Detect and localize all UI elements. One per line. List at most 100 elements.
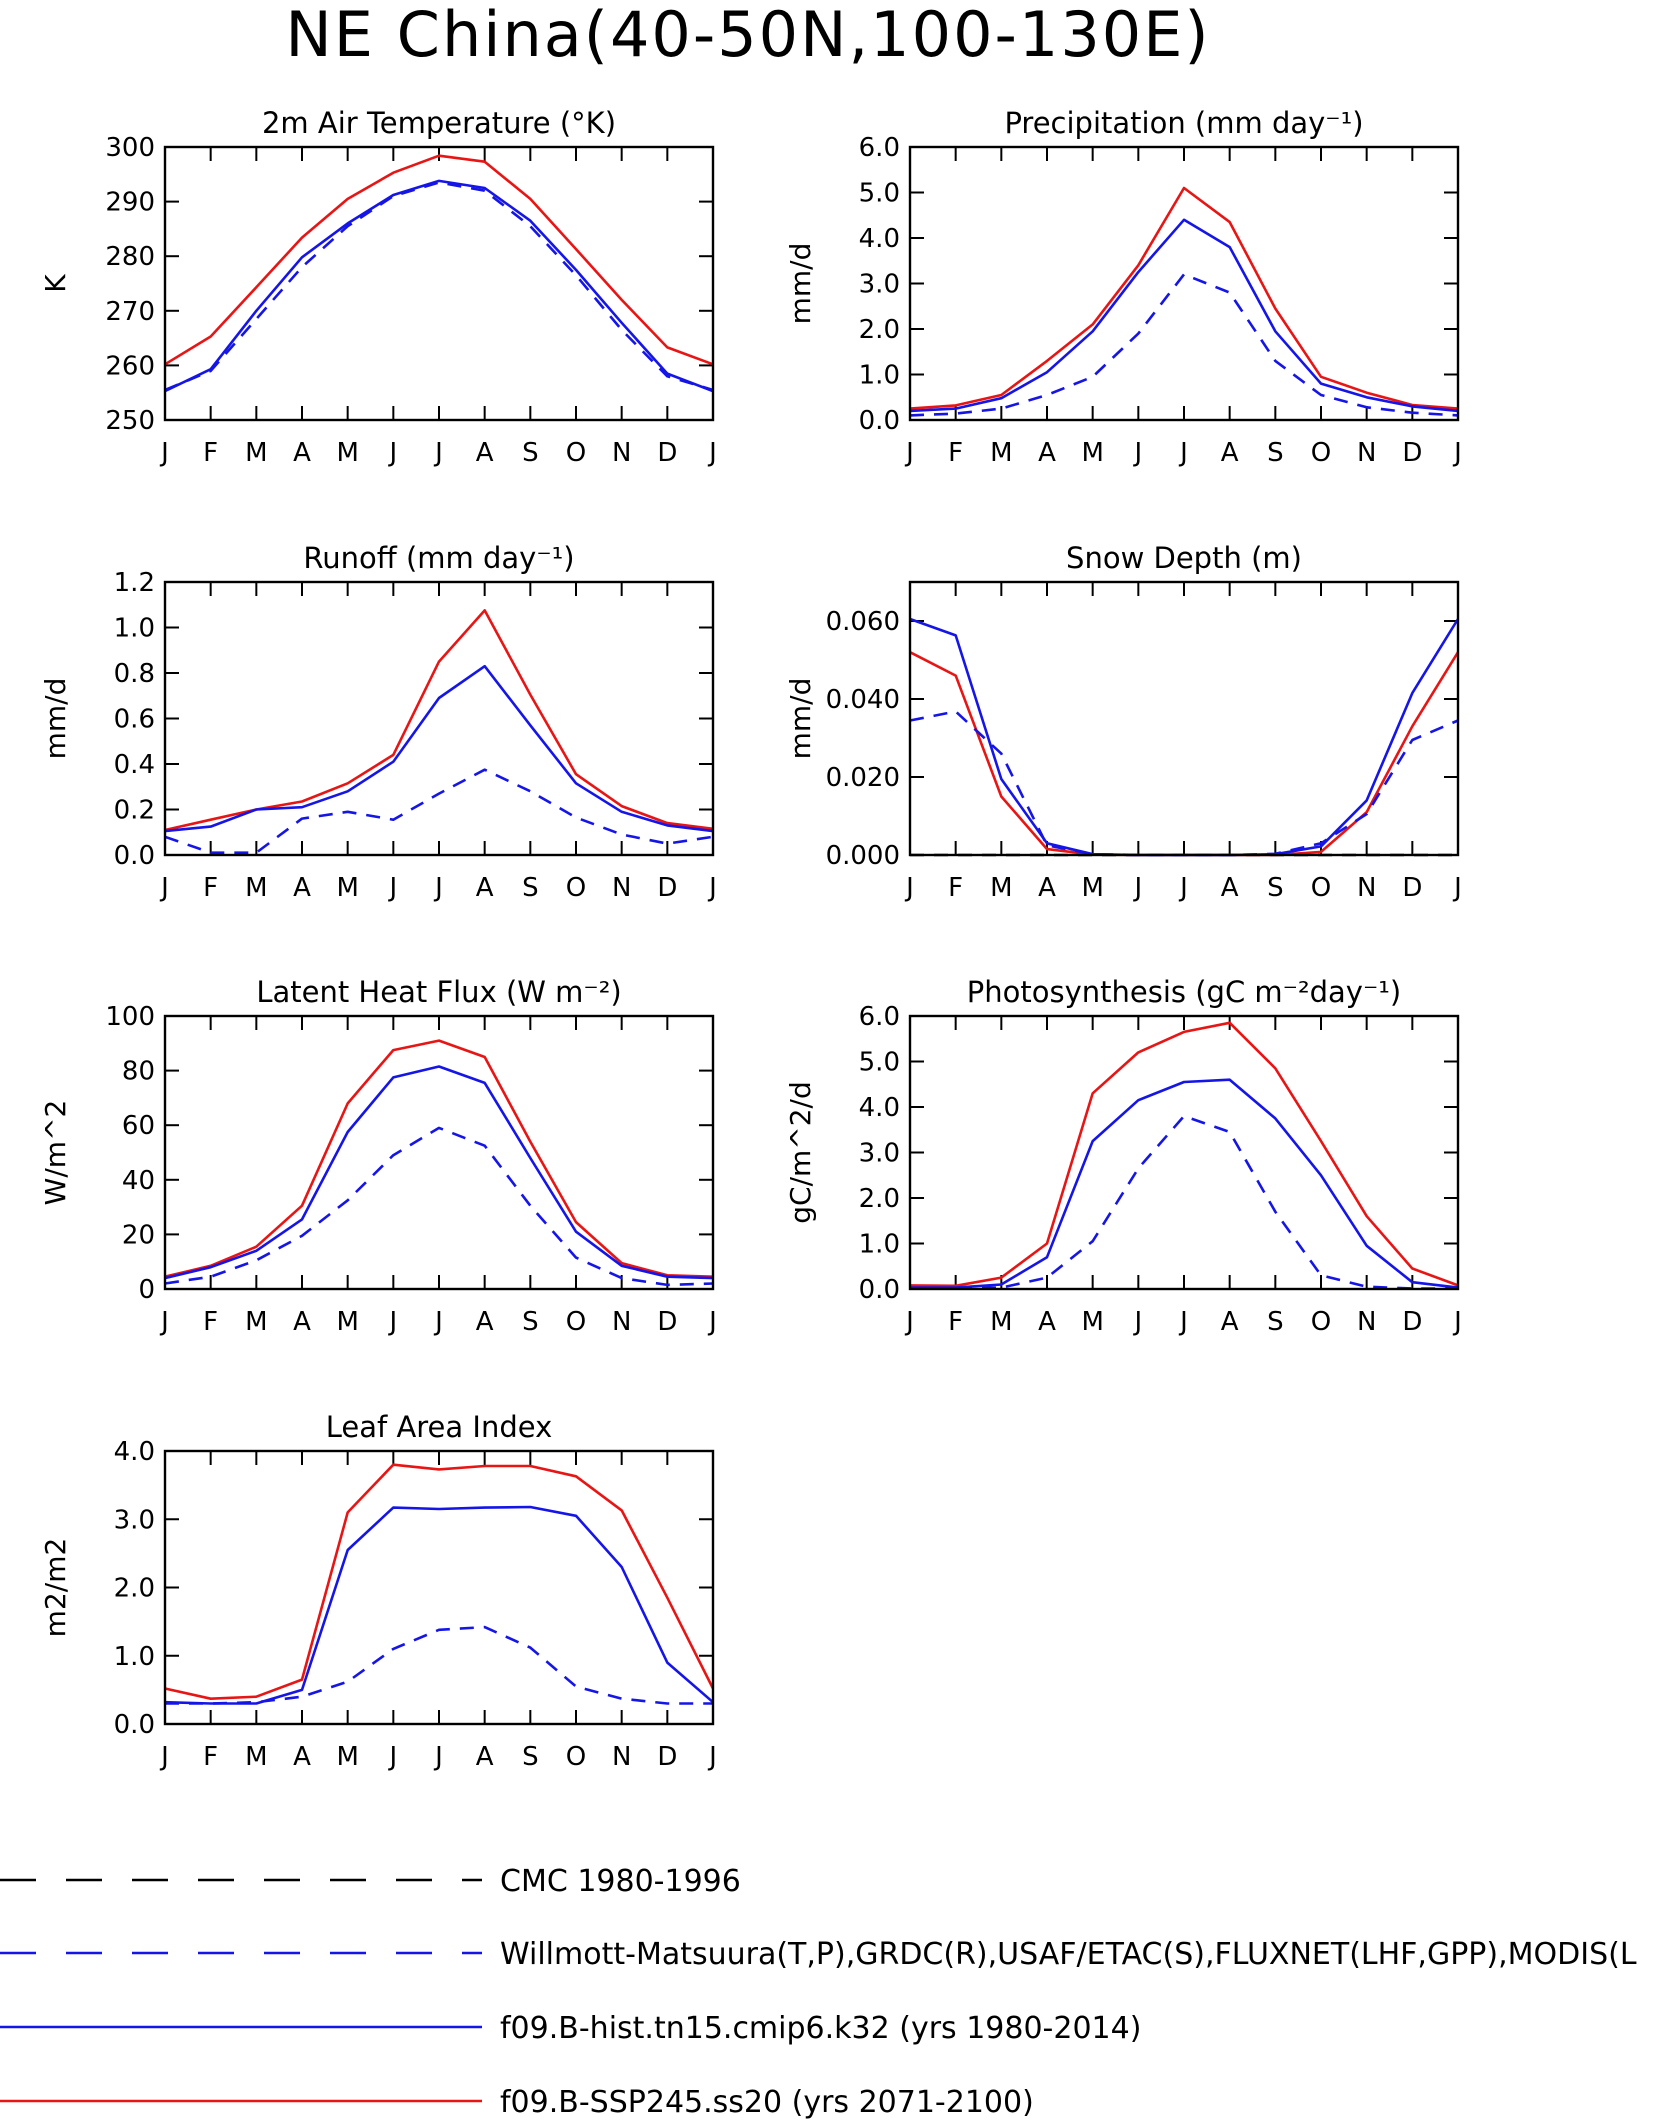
x-tick-label: O	[566, 1307, 586, 1337]
y-axis-label: gC/m^2/d	[784, 1081, 817, 1224]
x-tick-label: J	[1178, 873, 1188, 903]
y-tick-label: 0.040	[826, 685, 900, 715]
series-line-obs_dashed	[165, 1625, 713, 1705]
x-tick-label: A	[476, 438, 494, 468]
y-tick-label: 20	[122, 1220, 155, 1250]
x-tick-label: M	[336, 1742, 358, 1772]
x-tick-label: S	[522, 438, 539, 468]
series-line-hist	[164, 664, 714, 833]
x-tick-label: A	[476, 873, 494, 903]
x-tick-label: A	[293, 873, 311, 903]
x-tick-label: J	[1452, 438, 1462, 468]
y-axis-label: mm/d	[784, 678, 817, 760]
series-line-hist	[910, 1078, 1459, 1289]
x-tick-label: A	[1221, 873, 1239, 903]
x-tick-label: J	[387, 1742, 397, 1772]
plot-frame	[908, 145, 1460, 422]
series-line-hist	[164, 179, 714, 393]
x-tick-label: O	[1311, 1307, 1331, 1337]
x-tick-label: D	[1402, 438, 1422, 468]
x-tick-label: J	[159, 438, 169, 468]
series-line-ssp	[164, 1039, 714, 1278]
x-tick-label: D	[657, 1307, 677, 1337]
y-tick-label: 1.2	[114, 568, 155, 598]
x-tick-label: A	[1038, 438, 1056, 468]
x-tick-label: J	[387, 438, 397, 468]
panel-5: Latent Heat Flux (W m⁻²) W/m^2 0 20 40 60 80 10…	[39, 975, 717, 1337]
y-tick-label: 60	[122, 1111, 155, 1141]
x-tick-label: J	[387, 1307, 397, 1337]
y-tick-label: 270	[105, 297, 155, 327]
x-tick-label: J	[707, 1307, 717, 1337]
x-tick-label: J	[707, 873, 717, 903]
x-tick-label: J	[433, 1307, 443, 1337]
x-tick-label: D	[1402, 873, 1422, 903]
x-tick-label: J	[1132, 438, 1142, 468]
plot-frame	[163, 1014, 715, 1291]
series-line-hist	[909, 617, 1460, 857]
plot-frame	[163, 145, 715, 422]
y-tick-label: 6.0	[859, 133, 900, 163]
y-tick-label: 290	[105, 188, 155, 218]
x-tick-label: O	[1311, 873, 1331, 903]
y-axis-label: mm/d	[39, 678, 72, 760]
x-tick-label: A	[293, 1742, 311, 1772]
x-tick-label: M	[1081, 873, 1103, 903]
legend-label-2: Willmott-Matsuura(T,P),GRDC(R),USAF/ETAC…	[500, 1937, 1637, 1972]
y-tick-label: 3.0	[859, 1139, 900, 1169]
x-tick-label: A	[1038, 873, 1056, 903]
y-tick-label: 3.0	[859, 270, 900, 300]
main-title: NE China(40-50N,100-130E)	[285, 0, 1210, 71]
y-tick-label: 0.4	[114, 750, 155, 780]
x-tick-label: A	[293, 1307, 311, 1337]
series-line-hist	[164, 1065, 714, 1280]
y-tick-label: 1.0	[859, 361, 900, 391]
x-tick-label: N	[1357, 873, 1376, 903]
x-tick-label: S	[1267, 1307, 1284, 1337]
x-tick-label: M	[1081, 1307, 1103, 1337]
panel-title: Precipitation (mm day⁻¹)	[1004, 106, 1363, 140]
y-tick-label: 0.020	[826, 763, 900, 793]
y-tick-label: 280	[105, 242, 155, 272]
x-tick-label: J	[159, 1307, 169, 1337]
x-tick-label: A	[476, 1307, 494, 1337]
series-line-ssp	[909, 1021, 1459, 1288]
x-tick-label: J	[1452, 1307, 1462, 1337]
panels: 2m Air Temperature (°K) K 250 260 270 280 290 3…	[39, 106, 1462, 1772]
x-tick-label: M	[336, 438, 358, 468]
y-tick-label: 0.000	[826, 841, 900, 871]
panel-title: Runoff (mm day⁻¹)	[303, 541, 574, 575]
panel-title: Photosynthesis (gC m⁻²day⁻¹)	[967, 975, 1401, 1009]
x-tick-label: F	[948, 873, 963, 903]
x-tick-label: J	[1452, 873, 1462, 903]
plot-frame	[163, 580, 715, 857]
x-tick-label: N	[612, 1307, 631, 1337]
x-tick-label: S	[1267, 873, 1284, 903]
panel-3: Runoff (mm day⁻¹) mm/d 0.0 0.2 0.4 0.6 0.8 1.0 1…	[39, 541, 717, 903]
x-tick-label: A	[1038, 1307, 1056, 1337]
x-tick-label: J	[1178, 1307, 1188, 1337]
x-tick-label: F	[203, 1742, 218, 1772]
y-tick-label: 6.0	[859, 1002, 900, 1032]
y-tick-label: 40	[122, 1166, 155, 1196]
y-tick-label: 0.0	[114, 841, 155, 871]
y-axis-label: W/m^2	[39, 1100, 72, 1206]
y-tick-label: 0.060	[826, 607, 900, 637]
x-tick-label: J	[433, 438, 443, 468]
panel-1: 2m Air Temperature (°K) K 250 260 270 280 290 3…	[39, 106, 717, 468]
y-tick-label: 4.0	[114, 1437, 155, 1467]
y-tick-label: 0.0	[859, 1275, 900, 1305]
plot-frame	[908, 1014, 1460, 1291]
y-tick-label: 0.8	[114, 659, 155, 689]
x-tick-label: D	[657, 438, 677, 468]
panel-title: 2m Air Temperature (°K)	[262, 106, 616, 140]
x-tick-label: M	[245, 873, 267, 903]
panel-6: Photosynthesis (gC m⁻²day⁻¹) gC/m^2/d 0.0 1…	[784, 975, 1462, 1337]
plot-frame	[163, 1449, 715, 1726]
y-tick-label: 4.0	[859, 1093, 900, 1123]
x-tick-label: M	[336, 1307, 358, 1337]
x-tick-label: A	[1221, 438, 1239, 468]
x-tick-label: J	[707, 438, 717, 468]
x-tick-label: J	[433, 1742, 443, 1772]
